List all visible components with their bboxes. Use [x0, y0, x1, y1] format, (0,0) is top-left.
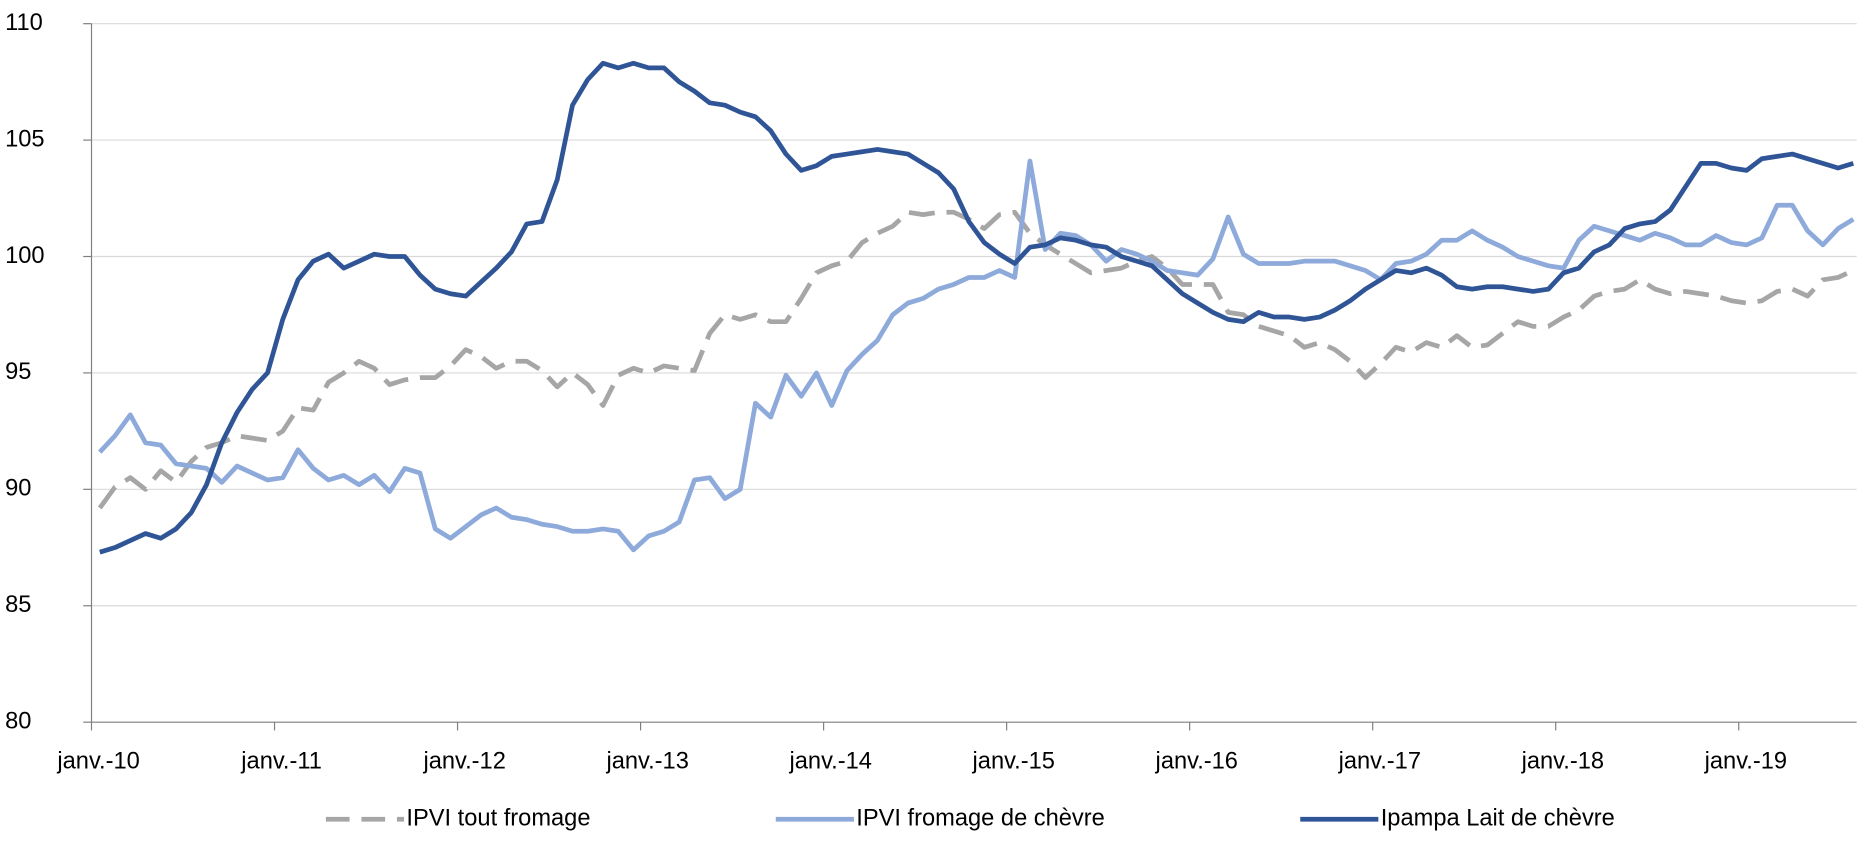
- series-line: [99, 60, 1855, 555]
- x-tick-label: janv.-11: [240, 749, 322, 775]
- legend-label: Ipampa Lait de chèvre: [1381, 805, 1615, 831]
- x-tick-label: janv.-12: [422, 749, 505, 775]
- x-tick-label: janv.-13: [605, 749, 688, 775]
- y-tick-label: 95: [5, 359, 31, 385]
- y-tick-label: 90: [5, 476, 31, 502]
- x-tick-label: janv.-17: [1338, 749, 1421, 775]
- x-tick-label: janv.-10: [56, 749, 139, 775]
- x-tick-label: janv.-15: [972, 749, 1055, 775]
- x-tick-label: janv.-19: [1704, 749, 1787, 775]
- y-tick-label: 80: [5, 708, 31, 734]
- series-line: [98, 158, 1855, 553]
- legend-label: IPVI fromage de chèvre: [856, 805, 1105, 831]
- y-tick-label: 100: [5, 243, 44, 269]
- y-tick-label: 85: [5, 592, 31, 618]
- x-tick-label: janv.-16: [1155, 749, 1238, 775]
- series-line: [97, 209, 1855, 510]
- y-tick-label: 110: [5, 10, 43, 36]
- y-tick-label: 105: [5, 126, 44, 152]
- x-tick-label: janv.-18: [1521, 749, 1604, 775]
- legend-label: IPVI tout fromage: [406, 805, 590, 831]
- x-tick-label: janv.-14: [789, 749, 872, 775]
